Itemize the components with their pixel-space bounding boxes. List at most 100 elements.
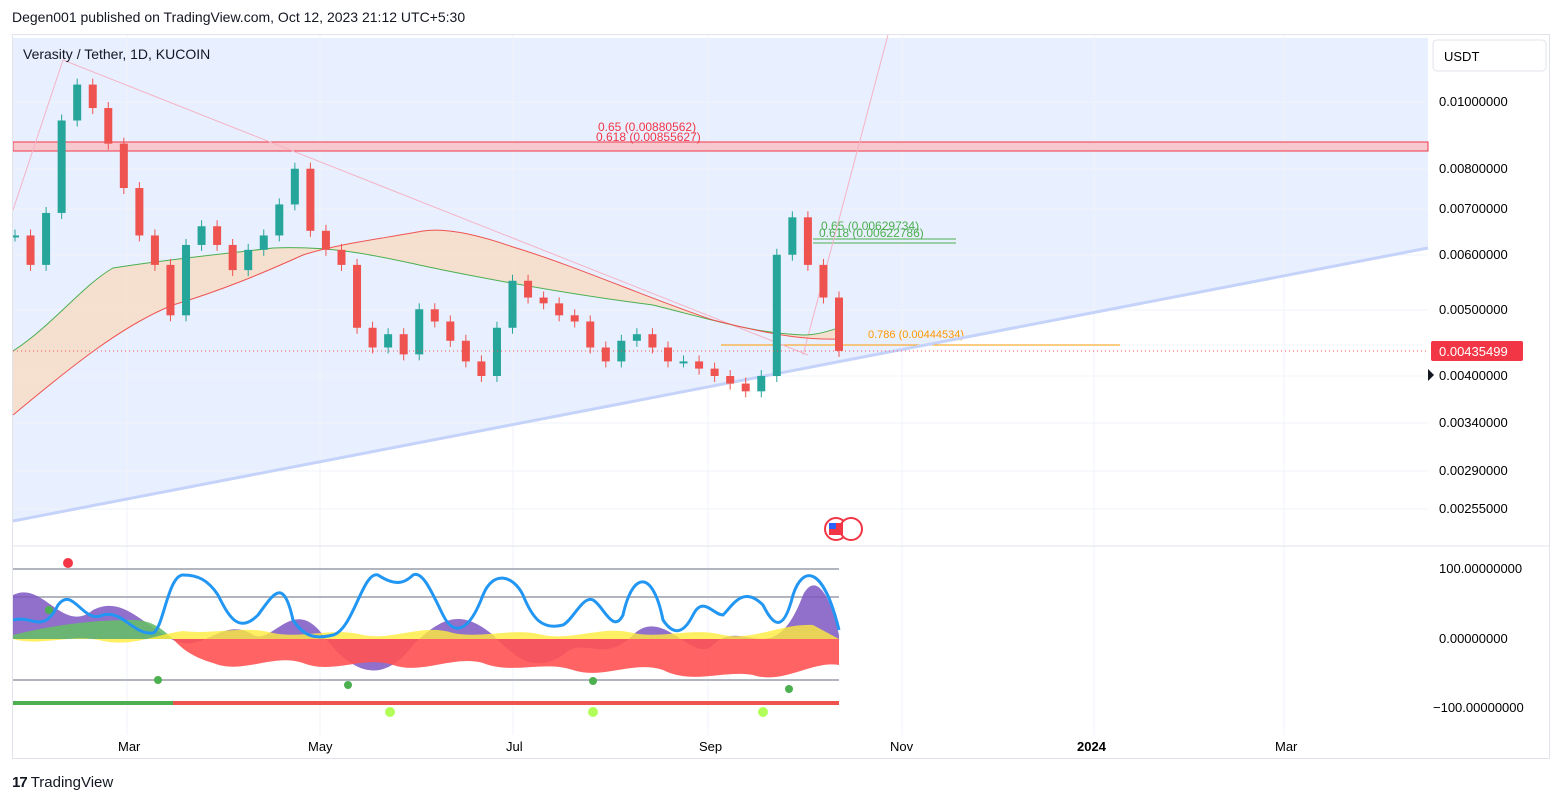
candle-body[interactable] xyxy=(632,334,641,341)
fib-label-065-green: 0.65 (0.00629734) xyxy=(821,219,919,233)
candle-body[interactable] xyxy=(104,108,113,144)
candle-body[interactable] xyxy=(648,334,657,348)
candle-body[interactable] xyxy=(57,120,66,213)
last-price-badge xyxy=(1431,341,1523,361)
candle-body[interactable] xyxy=(539,297,548,304)
fib-zone-upper[interactable] xyxy=(12,141,1429,152)
time-tick: Jul xyxy=(506,739,523,754)
candle-body[interactable] xyxy=(477,361,486,376)
tradingview-logo-icon: 17 xyxy=(12,774,28,791)
fib-label-0786: 0.786 (0.00444534) xyxy=(868,329,964,341)
candle-body[interactable] xyxy=(306,168,315,231)
candle-body[interactable] xyxy=(415,309,424,355)
candle-body[interactable] xyxy=(695,361,704,369)
us-flag-icon[interactable] xyxy=(824,517,863,541)
candle-body[interactable] xyxy=(368,327,377,348)
support-trendline[interactable] xyxy=(12,246,1429,523)
price-tick: 0.00800000 xyxy=(1439,161,1508,176)
candle-body[interactable] xyxy=(290,168,299,205)
candle-body[interactable] xyxy=(11,235,19,238)
fib-label-065-upper: 0.65 (0.00880562) xyxy=(598,120,696,134)
candle-body[interactable] xyxy=(119,143,128,189)
candle-body[interactable] xyxy=(601,347,610,362)
candle-body[interactable] xyxy=(197,226,206,245)
candle-body[interactable] xyxy=(835,297,843,351)
candle-body[interactable] xyxy=(757,376,766,392)
trendline-breakout[interactable] xyxy=(802,34,889,356)
time-tick: Sep xyxy=(699,739,722,754)
candle-body[interactable] xyxy=(772,254,781,376)
time-axis[interactable]: Mar May Jul Sep Nov 2024 Mar xyxy=(118,739,1298,754)
candle-body[interactable] xyxy=(524,280,533,298)
footer: 17 TradingView xyxy=(12,774,113,791)
last-price-value: 0.00435499 xyxy=(1439,344,1508,359)
candle-body[interactable] xyxy=(586,321,595,348)
candle-body[interactable] xyxy=(244,249,253,271)
ma-fast xyxy=(12,247,844,352)
price-tick: 0.00500000 xyxy=(1439,302,1508,317)
candle-body[interactable] xyxy=(353,264,362,328)
candle-body[interactable] xyxy=(710,368,719,376)
price-tick: 0.00400000 xyxy=(1439,368,1508,383)
candle-body[interactable] xyxy=(570,315,579,322)
ma-ribbon xyxy=(13,230,843,415)
candle-body[interactable] xyxy=(42,212,51,265)
fib-label-0618-green: 0.618 (0.00622786) xyxy=(819,226,924,240)
candle-body[interactable] xyxy=(182,244,191,316)
candle-body[interactable] xyxy=(337,249,346,265)
chart-container[interactable]: 0.65 (0.00880562) 0.618 (0.00855627) 0.6… xyxy=(11,34,1550,759)
price-tick: 0.00600000 xyxy=(1439,247,1508,262)
candle-body[interactable] xyxy=(321,230,330,250)
price-tick: 0.00700000 xyxy=(1439,201,1508,216)
candle-body[interactable] xyxy=(275,204,284,236)
candle-body[interactable] xyxy=(135,188,144,236)
footer-brand: TradingView xyxy=(30,774,114,791)
time-tick: 2024 xyxy=(1077,739,1107,754)
candle-body[interactable] xyxy=(150,235,159,265)
currency-button-label: USDT xyxy=(1444,49,1479,64)
price-pointer-icon xyxy=(1428,369,1434,381)
osc-tick: 100.00000000 xyxy=(1439,561,1522,576)
publish-info: Degen001 published on TradingView.com, O… xyxy=(12,9,466,25)
candle-body[interactable] xyxy=(788,217,797,255)
price-tick: 0.00255000 xyxy=(1439,501,1508,516)
candle-body[interactable] xyxy=(213,226,222,245)
price-tick: 0.00340000 xyxy=(1439,415,1508,430)
resistance-trendline[interactable] xyxy=(62,59,809,356)
price-axis[interactable]: 0.01000000 0.00800000 0.00700000 0.00600… xyxy=(1428,94,1523,516)
fib-label-0618-upper: 0.618 (0.00855627) xyxy=(596,130,701,144)
time-tick: Nov xyxy=(890,739,914,754)
candle-body[interactable] xyxy=(508,280,517,328)
candle-body[interactable] xyxy=(88,84,97,109)
chart-title: Verasity / Tether, 1D, KUCOIN xyxy=(23,46,210,62)
candle-body[interactable] xyxy=(492,327,501,376)
candle-body[interactable] xyxy=(166,264,175,316)
pattern-fill xyxy=(13,38,1428,521)
candle-body[interactable] xyxy=(384,334,393,348)
candles[interactable] xyxy=(11,78,843,398)
price-tick: 0.01000000 xyxy=(1439,94,1508,109)
candle-body[interactable] xyxy=(228,244,237,271)
candle-body[interactable] xyxy=(399,334,408,355)
candle-body[interactable] xyxy=(73,84,82,121)
price-tick: 0.00290000 xyxy=(1439,463,1508,478)
candle-body[interactable] xyxy=(446,321,455,341)
osc-tick: 0.00000000 xyxy=(1439,631,1508,646)
chart-svg[interactable]: 0.65 (0.00880562) 0.618 (0.00855627) 0.6… xyxy=(11,34,1549,758)
osc-tick: −100.00000000 xyxy=(1433,700,1524,715)
trendline-left[interactable] xyxy=(12,59,64,211)
currency-button[interactable] xyxy=(1432,39,1547,72)
candle-body[interactable] xyxy=(741,383,750,392)
candle-body[interactable] xyxy=(803,217,812,265)
candle-body[interactable] xyxy=(555,303,564,316)
oscillator-pane[interactable] xyxy=(12,558,841,717)
candle-body[interactable] xyxy=(679,361,688,364)
candle-body[interactable] xyxy=(726,376,735,384)
time-tick: May xyxy=(308,739,333,754)
candle-body[interactable] xyxy=(430,309,439,322)
candle-body[interactable] xyxy=(663,347,672,362)
candle-body[interactable] xyxy=(26,235,35,265)
candle-body[interactable] xyxy=(259,235,268,250)
candle-body[interactable] xyxy=(819,264,828,298)
time-tick: Mar xyxy=(1275,739,1298,754)
